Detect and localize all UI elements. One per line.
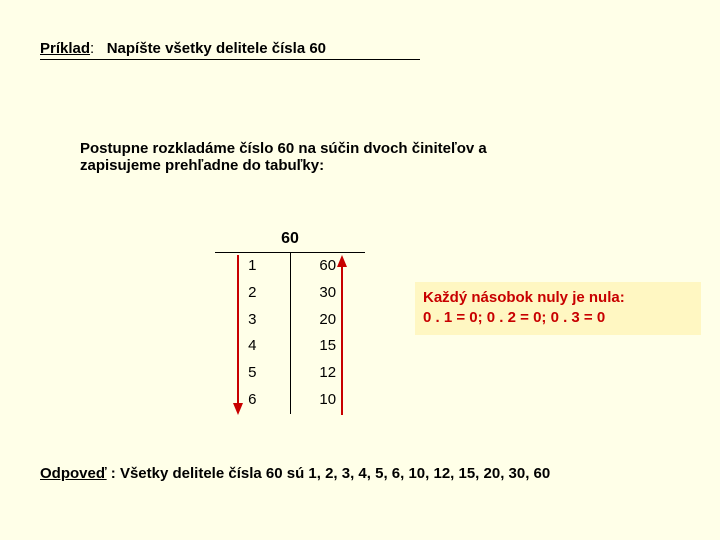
up-arrow-icon <box>337 255 347 415</box>
table-cell: 5 <box>248 360 256 387</box>
table-title: 60 <box>215 230 365 252</box>
heading-lead: Príklad <box>40 40 90 57</box>
note-callout: Každý násobok nuly je nula: 0 . 1 = 0; 0… <box>415 282 701 335</box>
heading-colon: : <box>90 40 94 57</box>
table-col-right: 60 30 20 15 12 10 <box>291 253 366 414</box>
answer-label: Odpoveď <box>40 465 107 482</box>
down-arrow-icon <box>233 255 243 415</box>
answer-line: Odpoveď : Všetky delitele čísla 60 sú 1,… <box>40 465 550 482</box>
table-cell: 1 <box>248 253 256 280</box>
table-cell: 12 <box>319 360 336 387</box>
table-body: 1 2 3 4 5 6 60 30 20 15 12 10 <box>215 253 365 414</box>
table-cell: 2 <box>248 280 256 307</box>
table-cell: 3 <box>248 307 256 334</box>
intro-paragraph: Postupne rozkladáme číslo 60 na súčin dv… <box>80 140 500 174</box>
table-cell: 30 <box>319 280 336 307</box>
table-cell: 15 <box>319 333 336 360</box>
table-cell: 20 <box>319 307 336 334</box>
table-col-left: 1 2 3 4 5 6 <box>215 253 290 414</box>
table-cell: 10 <box>319 387 336 414</box>
heading-text: Napíšte všetky delitele čísla 60 <box>107 40 326 57</box>
callout-line: 0 . 1 = 0; 0 . 2 = 0; 0 . 3 = 0 <box>423 308 693 328</box>
example-heading: Príklad: Napíšte všetky delitele čísla 6… <box>40 40 420 60</box>
callout-line: Každý násobok nuly je nula: <box>423 288 693 308</box>
table-cell: 4 <box>248 333 256 360</box>
divisors-table: 60 1 2 3 4 5 6 60 30 20 15 12 10 <box>215 230 365 414</box>
table-cell: 60 <box>319 253 336 280</box>
table-cell: 6 <box>248 387 256 414</box>
answer-text: : Všetky delitele čísla 60 sú 1, 2, 3, 4… <box>107 465 551 482</box>
